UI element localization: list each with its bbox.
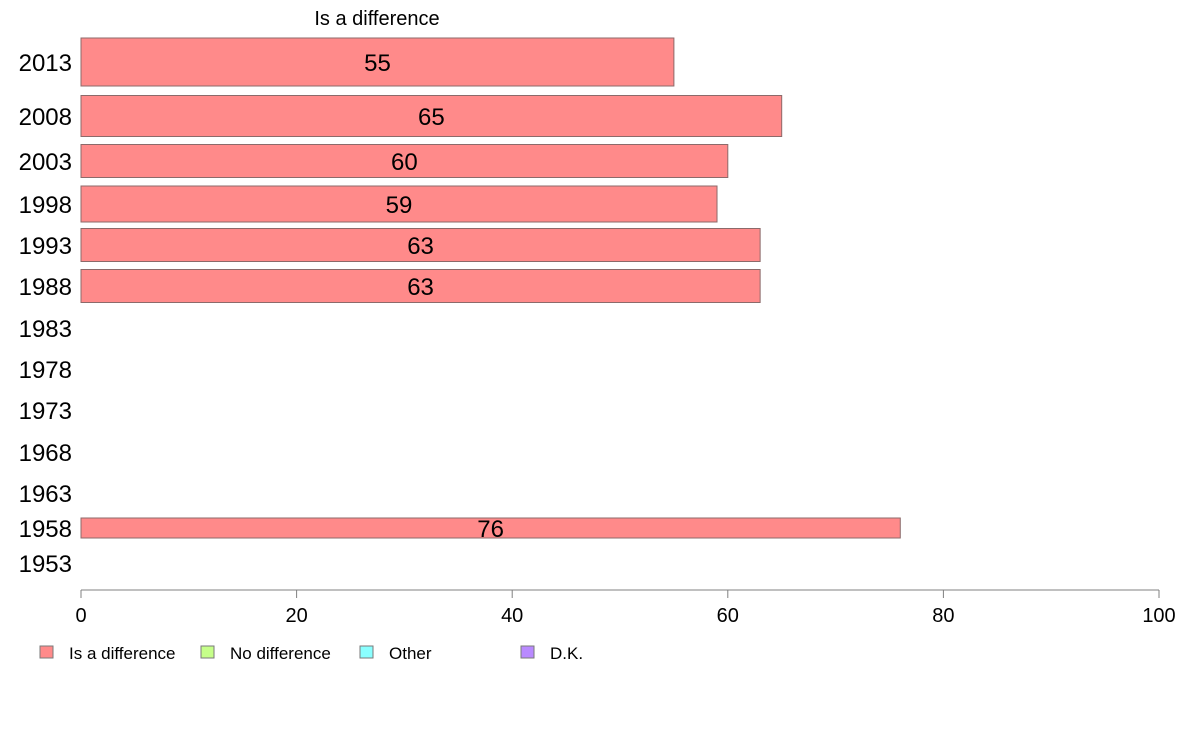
bar-value-label-1988: 63	[407, 274, 434, 301]
bar-value-label-1958: 76	[477, 516, 504, 543]
category-label-1953: 1953	[19, 551, 72, 578]
legend-swatch-3	[520, 645, 535, 659]
bar-2008	[80, 95, 783, 137]
bar-value-label-2003: 60	[391, 149, 418, 176]
bar-value-label-2008: 65	[418, 104, 445, 131]
category-label-1963: 1963	[19, 481, 72, 508]
legend-swatch-2	[359, 645, 374, 659]
chart-title: Is a difference	[314, 8, 439, 30]
bar-value-label-1998: 59	[386, 192, 413, 219]
category-label-1968: 1968	[19, 440, 72, 467]
legend-label-1: No difference	[230, 644, 331, 663]
bar-1988	[80, 269, 761, 303]
x-tick-label-80: 80	[932, 605, 954, 627]
x-axis: 0 20 40 60 80 100	[75, 589, 1176, 627]
x-tick-label-0: 0	[75, 605, 86, 627]
category-label-1983: 1983	[19, 316, 72, 343]
category-label-1988: 1988	[19, 274, 72, 301]
x-tick-label-100: 100	[1142, 605, 1175, 627]
legend: Is a difference No difference Other D.K.	[39, 644, 583, 663]
category-label-2003: 2003	[19, 149, 72, 176]
legend-swatch-0	[39, 645, 54, 659]
legend-label-0: Is a difference	[69, 644, 175, 663]
legend-label-3: D.K.	[550, 644, 583, 663]
bar-value-label-1993: 63	[407, 233, 434, 260]
category-label-1973: 1973	[19, 398, 72, 425]
category-label-1958: 1958	[19, 516, 72, 543]
category-label-1993: 1993	[19, 233, 72, 260]
bar-1958	[80, 517, 901, 539]
category-label-1978: 1978	[19, 357, 72, 384]
bar-2013	[80, 37, 675, 87]
bar-2003	[80, 144, 729, 178]
legend-swatch-1	[200, 645, 215, 659]
x-tick-label-40: 40	[501, 605, 523, 627]
category-label-2008: 2008	[19, 104, 72, 131]
category-label-2013: 2013	[19, 50, 72, 77]
legend-label-2: Other	[389, 644, 432, 663]
x-tick-label-20: 20	[285, 605, 307, 627]
bar-1993	[80, 228, 761, 262]
bar-1998	[80, 185, 718, 223]
category-labels: 2013 2008 2003 1998 1993 1988 1983 1978 1973 1968…	[19, 50, 72, 578]
category-label-1998: 1998	[19, 192, 72, 219]
bar-value-label-2013: 55	[364, 50, 391, 77]
x-tick-label-60: 60	[717, 605, 739, 627]
